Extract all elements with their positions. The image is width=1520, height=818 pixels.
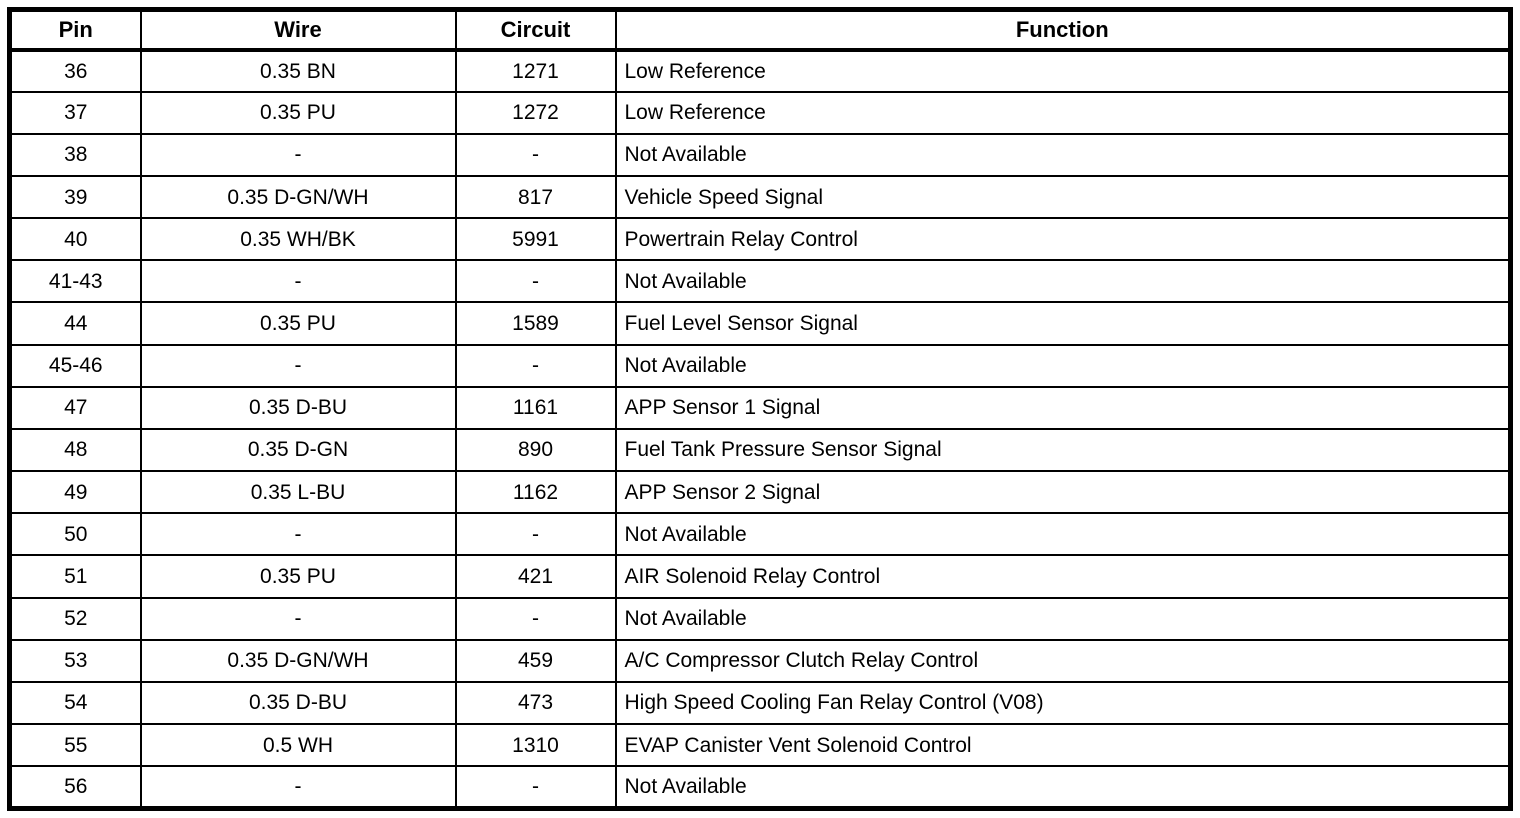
function-cell: Not Available	[614, 259, 1513, 304]
pin-cell: 44	[7, 301, 142, 346]
circuit-cell: 817	[454, 174, 617, 220]
table-row: 55 0.5 WH 1310 EVAP Canister Vent Soleno…	[7, 722, 1513, 768]
table-row: 41-43 - - Not Available	[7, 259, 1513, 304]
wire-cell: 0.35 D-BU	[139, 385, 457, 430]
function-cell: Not Available	[614, 512, 1513, 557]
circuit-cell: -	[454, 512, 617, 557]
pin-cell: 54	[7, 680, 142, 726]
function-cell: Low Reference	[614, 90, 1513, 135]
function-cell: Powertrain Relay Control	[614, 217, 1513, 262]
table-header: Pin Wire Circuit Function	[7, 7, 1513, 52]
function-cell: Fuel Tank Pressure Sensor Signal	[614, 427, 1513, 473]
wire-cell: -	[139, 765, 457, 812]
function-cell: High Speed Cooling Fan Relay Control (V0…	[614, 680, 1513, 726]
table-row: 39 0.35 D-GN/WH 817 Vehicle Speed Signal	[7, 174, 1513, 220]
circuit-cell: 1161	[454, 385, 617, 430]
function-cell: APP Sensor 1 Signal	[614, 385, 1513, 430]
pin-cell: 37	[7, 90, 142, 135]
wire-cell: -	[139, 512, 457, 557]
table-body: 36 0.35 BN 1271 Low Reference 37 0.35 PU…	[7, 48, 1513, 812]
pin-cell: 53	[7, 638, 142, 683]
header-function: Function	[614, 7, 1513, 52]
pin-cell: 52	[7, 596, 142, 641]
table-row: 40 0.35 WH/BK 5991 Powertrain Relay Cont…	[7, 217, 1513, 262]
function-cell: A/C Compressor Clutch Relay Control	[614, 638, 1513, 683]
table-row: 52 - - Not Available	[7, 596, 1513, 641]
wire-cell: 0.35 L-BU	[139, 470, 457, 515]
circuit-cell: 421	[454, 554, 617, 599]
wire-cell: -	[139, 596, 457, 641]
circuit-cell: 890	[454, 427, 617, 473]
circuit-cell: 1589	[454, 301, 617, 346]
pin-cell: 39	[7, 174, 142, 220]
wire-cell: -	[139, 132, 457, 177]
table-row: 54 0.35 D-BU 473 High Speed Cooling Fan …	[7, 680, 1513, 726]
pin-cell: 38	[7, 132, 142, 177]
circuit-cell: -	[454, 132, 617, 177]
circuit-cell: 1271	[454, 48, 617, 93]
pin-cell: 36	[7, 48, 142, 93]
table-row: 47 0.35 D-BU 1161 APP Sensor 1 Signal	[7, 385, 1513, 430]
pin-cell: 51	[7, 554, 142, 599]
pin-cell: 55	[7, 722, 142, 768]
table-row: 50 - - Not Available	[7, 512, 1513, 557]
header-circuit: Circuit	[454, 7, 617, 52]
function-cell: APP Sensor 2 Signal	[614, 470, 1513, 515]
function-cell: Fuel Level Sensor Signal	[614, 301, 1513, 346]
function-cell: AIR Solenoid Relay Control	[614, 554, 1513, 599]
pin-cell: 49	[7, 470, 142, 515]
wire-cell: 0.35 WH/BK	[139, 217, 457, 262]
circuit-cell: -	[454, 343, 617, 388]
header-row: Pin Wire Circuit Function	[7, 7, 1513, 52]
connector-pinout-table: Pin Wire Circuit Function 36 0.35 BN 127…	[7, 7, 1513, 812]
table-row: 45-46 - - Not Available	[7, 343, 1513, 388]
table-row: 51 0.35 PU 421 AIR Solenoid Relay Contro…	[7, 554, 1513, 599]
function-cell: Low Reference	[614, 48, 1513, 93]
table-row: 36 0.35 BN 1271 Low Reference	[7, 48, 1513, 93]
wire-cell: 0.35 D-BU	[139, 680, 457, 726]
wire-cell: 0.5 WH	[139, 722, 457, 768]
circuit-cell: -	[454, 596, 617, 641]
wire-cell: 0.35 PU	[139, 90, 457, 135]
pin-cell: 41-43	[7, 259, 142, 304]
circuit-cell: 1310	[454, 722, 617, 768]
wire-cell: -	[139, 259, 457, 304]
pin-cell: 48	[7, 427, 142, 473]
table-row: 49 0.35 L-BU 1162 APP Sensor 2 Signal	[7, 470, 1513, 515]
table-row: 38 - - Not Available	[7, 132, 1513, 177]
pin-cell: 40	[7, 217, 142, 262]
wire-cell: 0.35 PU	[139, 301, 457, 346]
circuit-cell: 459	[454, 638, 617, 683]
circuit-cell: -	[454, 259, 617, 304]
header-pin: Pin	[7, 7, 142, 52]
header-wire: Wire	[139, 7, 457, 52]
table-row: 53 0.35 D-GN/WH 459 A/C Compressor Clutc…	[7, 638, 1513, 683]
circuit-cell: 1272	[454, 90, 617, 135]
function-cell: Vehicle Speed Signal	[614, 174, 1513, 220]
wire-cell: -	[139, 343, 457, 388]
wire-cell: 0.35 PU	[139, 554, 457, 599]
table-row: 44 0.35 PU 1589 Fuel Level Sensor Signal	[7, 301, 1513, 346]
table-row: 56 - - Not Available	[7, 765, 1513, 812]
pin-cell: 56	[7, 765, 142, 812]
wire-cell: 0.35 BN	[139, 48, 457, 93]
table-row: 48 0.35 D-GN 890 Fuel Tank Pressure Sens…	[7, 427, 1513, 473]
pin-cell: 50	[7, 512, 142, 557]
circuit-cell: 1162	[454, 470, 617, 515]
pin-cell: 45-46	[7, 343, 142, 388]
function-cell: Not Available	[614, 343, 1513, 388]
circuit-cell: -	[454, 765, 617, 812]
wire-cell: 0.35 D-GN/WH	[139, 638, 457, 683]
function-cell: Not Available	[614, 132, 1513, 177]
wire-cell: 0.35 D-GN	[139, 427, 457, 473]
circuit-cell: 5991	[454, 217, 617, 262]
wire-cell: 0.35 D-GN/WH	[139, 174, 457, 220]
function-cell: EVAP Canister Vent Solenoid Control	[614, 722, 1513, 768]
circuit-cell: 473	[454, 680, 617, 726]
function-cell: Not Available	[614, 596, 1513, 641]
table-row: 37 0.35 PU 1272 Low Reference	[7, 90, 1513, 135]
pin-cell: 47	[7, 385, 142, 430]
function-cell: Not Available	[614, 765, 1513, 812]
